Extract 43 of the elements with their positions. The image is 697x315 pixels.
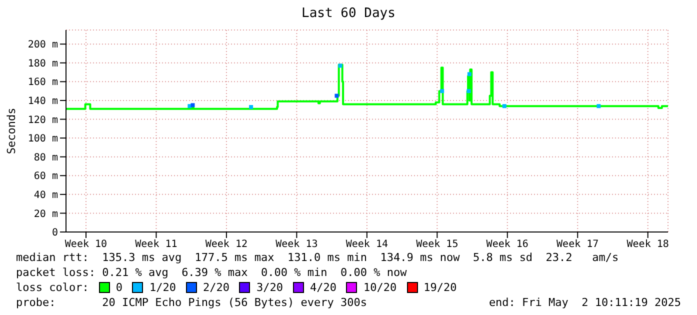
x-tick-label: Week 13 (276, 239, 318, 250)
y-tick-label: 60 m (34, 171, 58, 182)
legend-label: 4/20 (310, 280, 336, 295)
point (596, 104, 601, 108)
y-tick-label: 0 (52, 228, 58, 239)
y-tick-label: 160 m (28, 77, 58, 88)
point (338, 64, 342, 68)
legend-label: 1/20 (149, 280, 176, 295)
legend-label: 0 (116, 280, 122, 295)
x-tick-label: Week 15 (416, 239, 458, 250)
point (466, 89, 471, 94)
y-tick-label: 80 m (34, 152, 58, 164)
y-tick-label: 140 m (28, 96, 58, 108)
text: packet loss: 0.21 % avg 6.39 % max 0.00 % min 0.00 % now (16, 265, 408, 280)
x-tick-label: Week 12 (205, 239, 248, 250)
text: end: Fri May 2 10:11:19 2025 (488, 295, 681, 310)
legend-title: loss color: (16, 280, 89, 295)
y-tick-label: 40 m (34, 190, 58, 201)
legend-label: 10/20 (363, 280, 397, 295)
text: median rtt: 135.3 ms avg 177.5 ms max 131.0 ms min 134.9 ms now 5.8 ms sd 23.2 am/s (16, 250, 620, 265)
y-tick-label: 100 m (28, 134, 58, 145)
point (190, 103, 195, 108)
point (334, 94, 339, 98)
x-tick-label: Week 14 (346, 239, 388, 250)
point (502, 104, 506, 108)
legend-label: 19/20 (424, 280, 457, 295)
point (440, 89, 444, 94)
y-axis-title: Seconds (4, 108, 18, 154)
chart-title: Last 60 Days (300, 6, 396, 21)
x-tick-label: Week 10 (64, 239, 108, 250)
point (249, 105, 254, 110)
y-tick-label: 120 m (28, 114, 58, 126)
x-tick-label: Week 11 (135, 239, 178, 250)
x-tick-label: Week 17 (556, 239, 599, 250)
text: probe: 20 ICMP Echo Pings (56 Bytes) every 300s (16, 295, 367, 310)
x-tick-label: Week 18 (626, 239, 669, 250)
y-tick-label: 180 m (28, 58, 58, 70)
legend-label: 2/20 (202, 280, 230, 295)
x-tick-label: Week 16 (486, 239, 528, 250)
point (467, 72, 472, 76)
y-tick-label: 20 m (34, 208, 58, 220)
legend-label: 3/20 (256, 280, 283, 295)
y-tick-label: 200 m (28, 40, 58, 51)
